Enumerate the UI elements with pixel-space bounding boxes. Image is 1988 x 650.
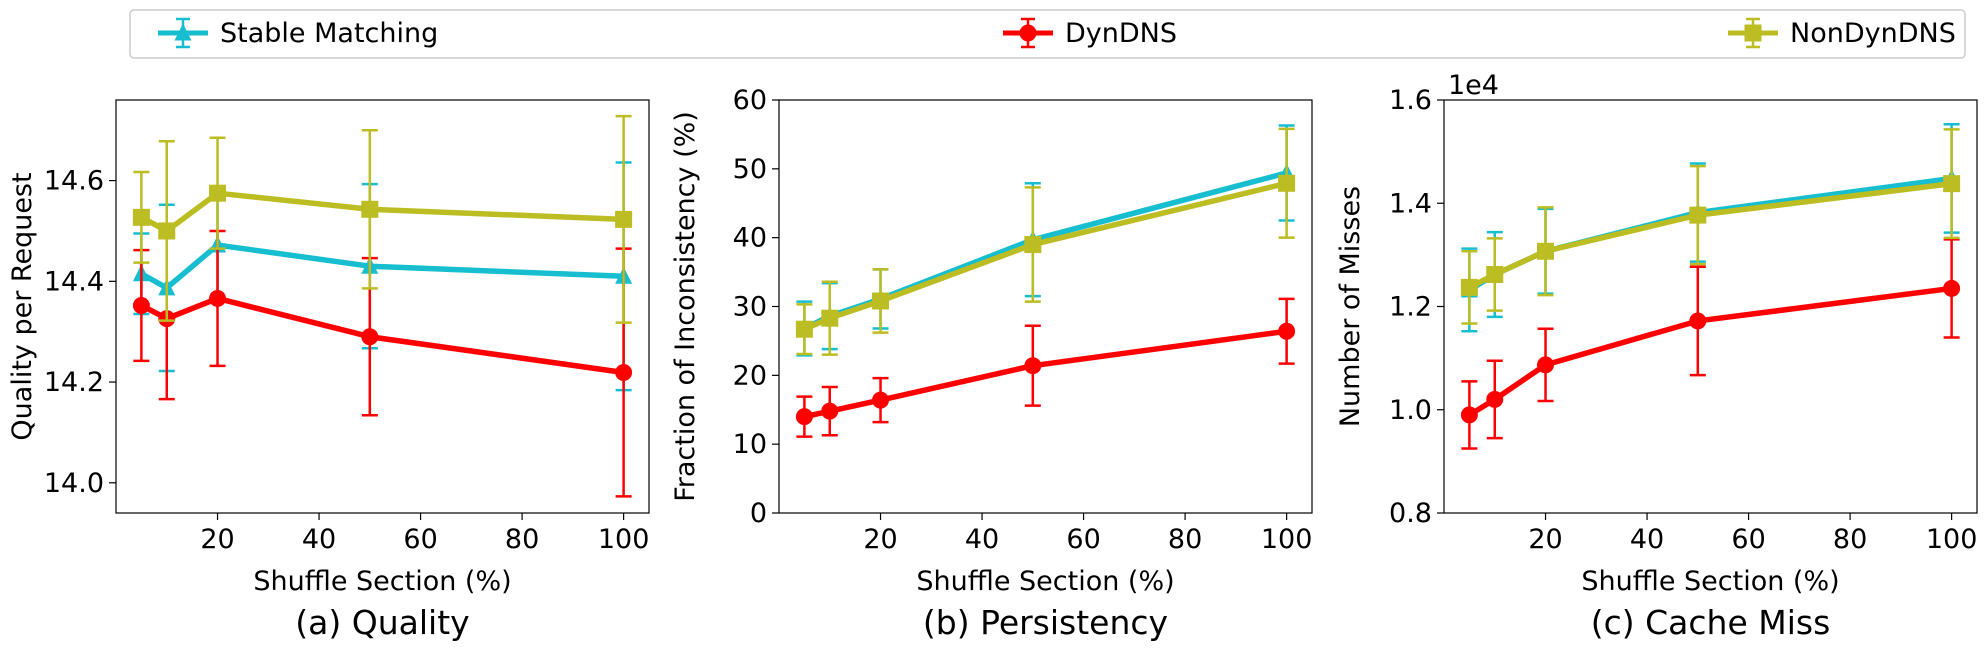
data-point <box>1689 312 1707 330</box>
data-point <box>132 208 150 226</box>
x-axis-label: Shuffle Section (%) <box>916 566 1174 597</box>
data-point <box>1486 265 1504 283</box>
data-point <box>1537 242 1555 260</box>
data-point <box>821 402 839 420</box>
data-point <box>1486 390 1504 408</box>
x-axis-label: Shuffle Section (%) <box>253 566 511 597</box>
series <box>795 297 1296 438</box>
x-tick-label: 60 <box>1066 524 1100 555</box>
data-point <box>821 309 839 327</box>
data-point <box>209 184 227 202</box>
data-point <box>1024 236 1042 254</box>
y-tick-label: 14.4 <box>44 266 104 297</box>
data-point <box>361 328 379 346</box>
panel-caption: (b) Persistency <box>923 603 1168 642</box>
series-line <box>1467 285 1952 418</box>
data-point <box>795 320 813 338</box>
plot-frame <box>115 99 650 514</box>
y-tick-label: 14.0 <box>44 468 104 499</box>
data-point <box>1460 278 1478 296</box>
data-point <box>872 292 890 310</box>
data-point <box>615 363 633 381</box>
chart-panel: 20 40 60 80 100 0 10 20 30 40 50 60 Shuffle Section … <box>670 85 1313 642</box>
y-tick-label: 1.6 <box>1389 85 1432 116</box>
legend-label: DynDNS <box>1065 18 1177 49</box>
data-point <box>615 210 633 228</box>
chart-panel: 20 40 60 80 100 14.0 14.2 14.4 14.6 Shuffle Secti… <box>7 99 650 642</box>
x-tick-label: 20 <box>1528 524 1562 555</box>
series-line <box>1468 180 1952 290</box>
y-tick-label: 60 <box>733 85 767 116</box>
series <box>1460 128 1961 325</box>
panel-caption: (a) Quality <box>295 603 469 642</box>
series <box>1460 238 1961 450</box>
legend-marker <box>174 23 192 41</box>
data-point <box>795 408 813 426</box>
x-tick-label: 20 <box>863 524 897 555</box>
data-point <box>872 391 890 409</box>
legend-label: NonDynDNS <box>1790 18 1956 49</box>
legend-entry: NonDynDNS <box>1728 17 1956 49</box>
data-point <box>1943 175 1961 193</box>
legend-label: Stable Matching <box>220 18 438 49</box>
x-tick-label: 80 <box>505 524 539 555</box>
y-tick-label: 14.2 <box>44 367 104 398</box>
data-point <box>1278 174 1296 192</box>
series <box>132 161 633 392</box>
series-line <box>140 295 625 376</box>
y-tick-label: 30 <box>733 292 767 323</box>
x-tick-label: 100 <box>1926 524 1978 555</box>
data-point <box>1537 356 1555 374</box>
legend-entry: DynDNS <box>1003 17 1177 49</box>
series <box>795 127 1296 356</box>
series <box>1460 123 1961 333</box>
y-tick-label: 50 <box>733 154 767 185</box>
y-tick-label: 1.2 <box>1389 292 1432 323</box>
x-tick-label: 100 <box>1261 524 1313 555</box>
legend-entry: Stable Matching <box>158 17 438 49</box>
y-axis-label: Number of Misses <box>1335 186 1366 427</box>
legend: Stable Matching DynDNS NonDynDNS <box>129 9 1966 59</box>
x-tick-label: 80 <box>1168 524 1202 555</box>
data-point <box>132 296 150 314</box>
y-tick-label: 0 <box>750 498 767 529</box>
legend-marker <box>1019 24 1037 42</box>
panel-caption: (c) Cache Miss <box>1591 603 1831 642</box>
series <box>132 114 633 324</box>
y-tick-label: 14.6 <box>44 166 104 197</box>
data-point <box>1689 206 1707 224</box>
data-point <box>1024 357 1042 375</box>
x-tick-label: 80 <box>1833 524 1867 555</box>
plot-frame <box>1443 99 1978 514</box>
data-point <box>1278 322 1296 340</box>
data-point <box>209 289 227 307</box>
data-point <box>1943 279 1961 297</box>
data-point <box>1460 406 1478 424</box>
y-tick-label: 0.8 <box>1389 498 1432 529</box>
y-tick-label: 20 <box>733 360 767 391</box>
x-tick-label: 100 <box>598 524 650 555</box>
x-tick-label: 60 <box>403 524 437 555</box>
y-axis-label: Quality per Request <box>7 172 38 440</box>
x-tick-label: 40 <box>302 524 336 555</box>
legend-marker <box>1744 24 1762 42</box>
series <box>132 229 633 498</box>
x-tick-label: 20 <box>200 524 234 555</box>
x-tick-label: 40 <box>965 524 999 555</box>
x-tick-label: 60 <box>1731 524 1765 555</box>
y-axis-label: Fraction of Inconsistency (%) <box>670 111 701 502</box>
chart-panel: 20 40 60 80 100 0.8 1.0 1.2 1.4 1.6 Shuffle Sectio… <box>1335 70 1978 642</box>
y-tick-label: 10 <box>733 429 767 460</box>
y-tick-label: 1.4 <box>1389 188 1432 219</box>
y-tick-label: 1.0 <box>1389 395 1432 426</box>
y-scale-label: 1e4 <box>1448 70 1499 101</box>
x-tick-label: 40 <box>1630 524 1664 555</box>
y-tick-label: 40 <box>733 223 767 254</box>
data-point <box>158 222 176 240</box>
x-axis-label: Shuffle Section (%) <box>1581 566 1839 597</box>
data-point <box>361 200 379 218</box>
